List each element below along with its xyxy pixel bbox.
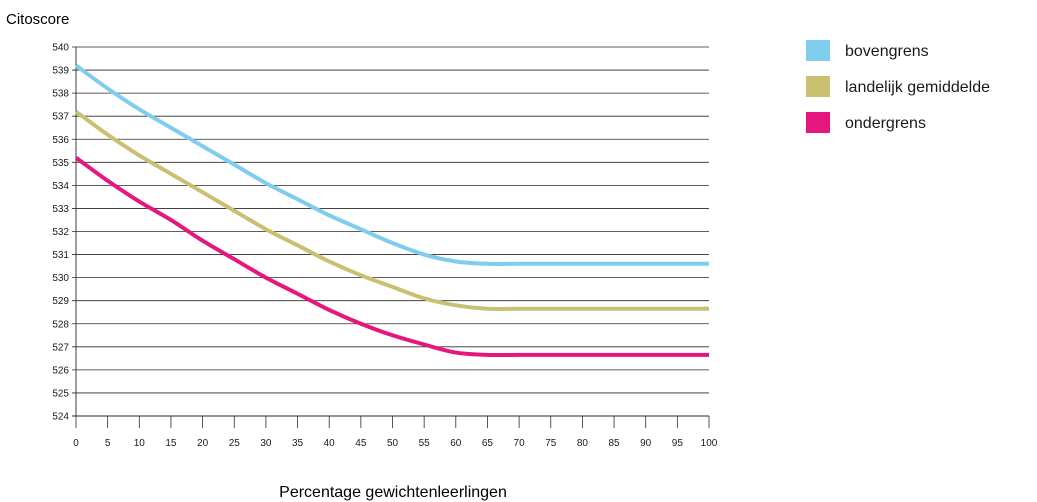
y-tick-label: 536 xyxy=(52,135,69,146)
y-tick-label: 530 xyxy=(52,273,69,284)
x-tick-label: 45 xyxy=(355,438,367,449)
x-tick-label: 15 xyxy=(165,438,177,449)
series-lines xyxy=(74,63,709,358)
x-tick-label: 75 xyxy=(545,438,557,449)
x-axis-label: Percentage gewichtenleerlingen xyxy=(279,484,507,501)
y-tick-label: 534 xyxy=(52,181,69,192)
y-tick-label: 524 xyxy=(52,412,69,423)
x-tick-label: 0 xyxy=(73,438,79,449)
x-tick-label: 65 xyxy=(482,438,494,449)
x-tick-label: 40 xyxy=(324,438,336,449)
x-tick-label: 20 xyxy=(197,438,209,449)
series-line-ondergrens xyxy=(74,156,709,358)
x-tick-label: 10 xyxy=(134,438,146,449)
series-line-bovengrens xyxy=(74,63,709,266)
y-tick-label: 526 xyxy=(52,365,69,376)
x-tick-label: 95 xyxy=(672,438,684,449)
axes: 5245255265275285295305315325335345355365… xyxy=(52,43,717,450)
x-tick-label: 85 xyxy=(608,438,620,449)
legend-swatch-ondergrens xyxy=(806,112,830,133)
y-tick-label: 539 xyxy=(52,66,69,77)
x-tick-label: 80 xyxy=(577,438,589,449)
x-tick-label: 60 xyxy=(450,438,462,449)
legend-swatch-bovengrens xyxy=(806,40,830,61)
x-tick-label: 100 xyxy=(701,438,718,449)
x-tick-label: 5 xyxy=(105,438,111,449)
y-tick-label: 537 xyxy=(52,112,69,123)
legend: bovengrens landelijk gemiddelde ondergrens xyxy=(806,40,990,133)
y-tick-label: 535 xyxy=(52,158,69,169)
y-tick-label: 533 xyxy=(52,204,69,215)
y-axis-label: Citoscore xyxy=(6,11,69,28)
y-tick-label: 528 xyxy=(52,319,69,330)
x-tick-label: 55 xyxy=(419,438,431,449)
y-tick-label: 529 xyxy=(52,296,69,307)
x-tick-label: 50 xyxy=(387,438,399,449)
x-tick-label: 30 xyxy=(260,438,272,449)
legend-label-ondergrens: ondergrens xyxy=(845,115,926,132)
y-tick-label: 538 xyxy=(52,89,69,100)
x-tick-label: 25 xyxy=(229,438,241,449)
y-tick-label: 532 xyxy=(52,227,69,238)
y-tick-label: 531 xyxy=(52,250,69,261)
y-tick-label: 525 xyxy=(52,388,69,399)
x-tick-label: 35 xyxy=(292,438,304,449)
y-tick-label: 540 xyxy=(52,43,69,54)
gridlines xyxy=(72,46,709,394)
x-tick-label: 70 xyxy=(514,438,526,449)
series-line-landelijk-gemiddelde xyxy=(74,109,709,312)
legend-swatch-landelijk-gemiddelde xyxy=(806,76,830,97)
x-tick-label: 90 xyxy=(640,438,652,449)
legend-label-landelijk-gemiddelde: landelijk gemiddelde xyxy=(845,79,990,96)
legend-label-bovengrens: bovengrens xyxy=(845,43,929,60)
y-tick-label: 527 xyxy=(52,342,69,353)
